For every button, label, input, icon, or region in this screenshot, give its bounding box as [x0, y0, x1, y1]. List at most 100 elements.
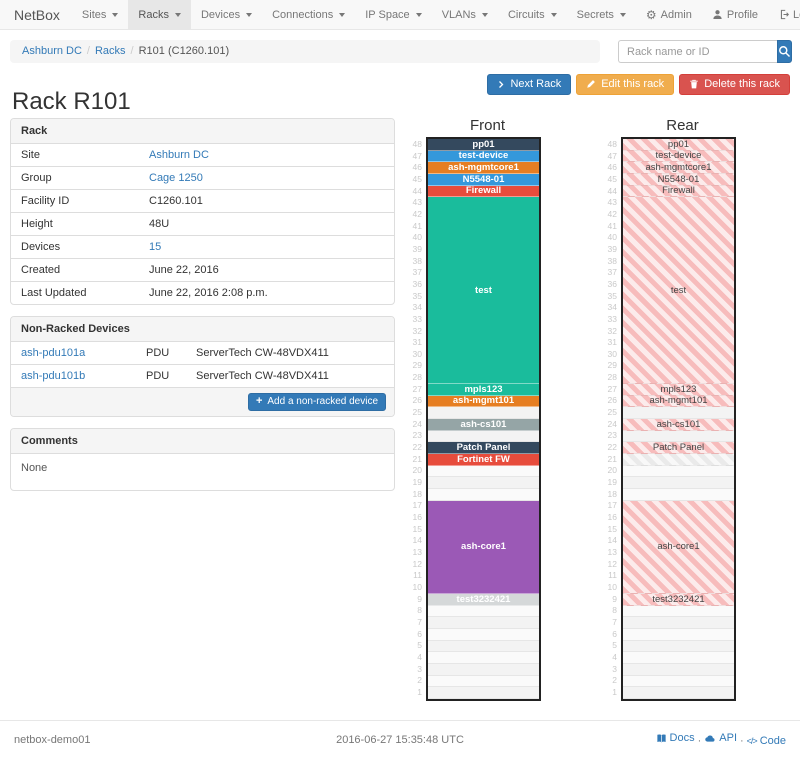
nav-item-circuits[interactable]: Circuits — [498, 0, 567, 29]
info-label: Devices — [21, 241, 61, 253]
chevron-down-icon — [112, 12, 119, 17]
rack-unit-slot — [623, 465, 734, 478]
footer-link-code[interactable]: </> Code — [747, 735, 786, 747]
unit-number: 47 — [412, 150, 422, 161]
user-icon — [712, 9, 723, 20]
edit-rack-label: Edit this rack — [601, 78, 665, 90]
device-name-link[interactable]: ash-pdu101a — [21, 347, 86, 359]
chevron-right-icon — [497, 80, 505, 89]
footer-link-label: Docs — [669, 732, 695, 744]
breadcrumb-item-racks[interactable]: Racks — [94, 45, 126, 57]
unit-number: 41 — [412, 220, 422, 231]
nav-item-vlans[interactable]: VLANs — [432, 0, 498, 29]
rack-unit-slot — [428, 465, 539, 478]
nav-item-label: Sites — [81, 8, 107, 21]
rack-unit-slot — [428, 407, 539, 419]
unit-number: 32 — [412, 325, 422, 336]
code-icon: </> — [746, 735, 758, 746]
unit-number: 35 — [412, 290, 422, 301]
unit-number: 36 — [412, 278, 422, 289]
rack-device-pp01[interactable]: pp01 — [623, 139, 734, 151]
rack-device-n5548-01[interactable]: N5548-01 — [623, 174, 734, 186]
rack-unit-slot — [623, 652, 734, 664]
footer-link-api[interactable]: API — [704, 732, 737, 744]
rack-info-row-created: Created June 22, 2016 — [11, 258, 394, 281]
rack-panel-title: Rack — [11, 119, 394, 144]
delete-rack-button[interactable]: Delete this rack — [679, 74, 790, 95]
nav-item-devices[interactable]: Devices — [191, 0, 262, 29]
info-value[interactable]: Cage 1250 — [149, 172, 203, 184]
breadcrumb-item-ashburn-dc[interactable]: Ashburn DC — [22, 45, 82, 57]
nav-item-racks[interactable]: Racks — [128, 0, 191, 29]
unit-number: 22 — [607, 442, 617, 453]
rack-device-n5548-01[interactable]: N5548-01 — [428, 174, 539, 186]
rack-device-ash-cs101[interactable]: ash-cs101 — [428, 419, 539, 431]
brand[interactable]: NetBox — [14, 7, 60, 23]
unit-number: 12 — [412, 558, 422, 569]
unit-number: 7 — [612, 616, 617, 627]
rear-unit-numbers: 48 47 46 45 44 43 42 41 40 39 38 37 36 35 34 33 32 31 30 29… — [599, 137, 621, 701]
rack-device-ash-core1[interactable]: ash-core1 — [428, 500, 539, 594]
rack-device-ash-cs101[interactable]: ash-cs101 — [623, 419, 734, 431]
search-input[interactable] — [618, 40, 777, 63]
rack-device-patch-panel[interactable]: Patch Panel — [623, 442, 734, 454]
unit-number: 3 — [612, 663, 617, 674]
unit-number: 39 — [412, 243, 422, 254]
rack-device-ash-mgmt101[interactable]: ash-mgmt101 — [428, 395, 539, 408]
nav-item-log-out[interactable]: Log out — [768, 0, 800, 29]
unit-number: 29 — [412, 360, 422, 371]
nav-item-ip-space[interactable]: IP Space — [355, 0, 431, 29]
rack-device-ash-mgmt101[interactable]: ash-mgmt101 — [623, 395, 734, 408]
info-value[interactable]: Ashburn DC — [149, 149, 209, 161]
chevron-down-icon — [619, 12, 626, 17]
search-button[interactable] — [777, 40, 792, 63]
rack-device-fortinet-fw[interactable] — [623, 454, 734, 466]
unit-number: 25 — [607, 407, 617, 418]
rack-device-test[interactable]: test — [428, 197, 539, 384]
rack-device-firewall[interactable]: Firewall — [428, 185, 539, 198]
footer-link-docs[interactable]: Docs — [656, 732, 695, 744]
edit-rack-button[interactable]: Edit this rack — [576, 74, 675, 95]
rack-unit-slot — [623, 477, 734, 489]
rack-device-ash-mgmtcore1[interactable]: ash-mgmtcore1 — [428, 162, 539, 174]
rack-device-test-device[interactable]: test-device — [428, 150, 539, 163]
rack-device-test3232421[interactable]: test3232421 — [623, 594, 734, 606]
add-nonracked-device-button[interactable]: + Add a non-racked device — [247, 393, 386, 411]
unit-number: 34 — [607, 302, 617, 313]
search-icon — [778, 45, 791, 58]
rack-device-ash-mgmtcore1[interactable]: ash-mgmtcore1 — [623, 162, 734, 174]
unit-number: 40 — [412, 232, 422, 243]
rack-device-firewall[interactable]: Firewall — [623, 185, 734, 198]
rack-device-pp01[interactable]: pp01 — [428, 139, 539, 151]
unit-number: 38 — [412, 255, 422, 266]
unit-number: 18 — [607, 488, 617, 499]
nav-item-profile[interactable]: Profile — [702, 0, 768, 29]
nav-item-secrets[interactable]: Secrets — [567, 0, 636, 29]
rack-device-test-device[interactable]: test-device — [623, 150, 734, 163]
rack-device-mpls123[interactable]: mpls123 — [428, 384, 539, 396]
info-value[interactable]: 15 — [149, 241, 162, 253]
device-model: ServerTech CW-48VDX411 — [196, 370, 329, 382]
footer-links: Docs · API · </> Code — [529, 732, 786, 747]
rack-device-ash-core1[interactable]: ash-core1 — [623, 500, 734, 594]
unit-number: 1 — [417, 686, 422, 697]
device-name-link[interactable]: ash-pdu101b — [21, 370, 86, 382]
info-label: Facility ID — [21, 195, 70, 207]
navbar: NetBox Sites Racks Devices Connections IP Sp… — [0, 0, 800, 30]
rack-device-fortinet-fw[interactable]: Fortinet FW — [428, 454, 539, 466]
unit-number: 17 — [607, 500, 617, 511]
nav-item-admin[interactable]: ⚙ Admin — [636, 0, 702, 29]
next-rack-button[interactable]: Next Rack — [487, 74, 572, 95]
nav-item-sites[interactable]: Sites — [72, 0, 128, 29]
rack-device-mpls123[interactable]: mpls123 — [623, 384, 734, 396]
footer-divider — [0, 720, 800, 721]
rack-device-patch-panel[interactable]: Patch Panel — [428, 442, 539, 454]
nav-item-connections[interactable]: Connections — [262, 0, 355, 29]
unit-number: 31 — [412, 337, 422, 348]
footer: netbox-demo01 2016-06-27 15:35:48 UTC Do… — [0, 721, 800, 758]
rack-device-test[interactable]: test — [623, 197, 734, 384]
nav-item-label: Racks — [138, 8, 169, 21]
comments-panel-title: Comments — [11, 429, 394, 454]
rack-unit-slot — [623, 687, 734, 699]
rack-device-test3232421[interactable]: test3232421 — [428, 594, 539, 606]
